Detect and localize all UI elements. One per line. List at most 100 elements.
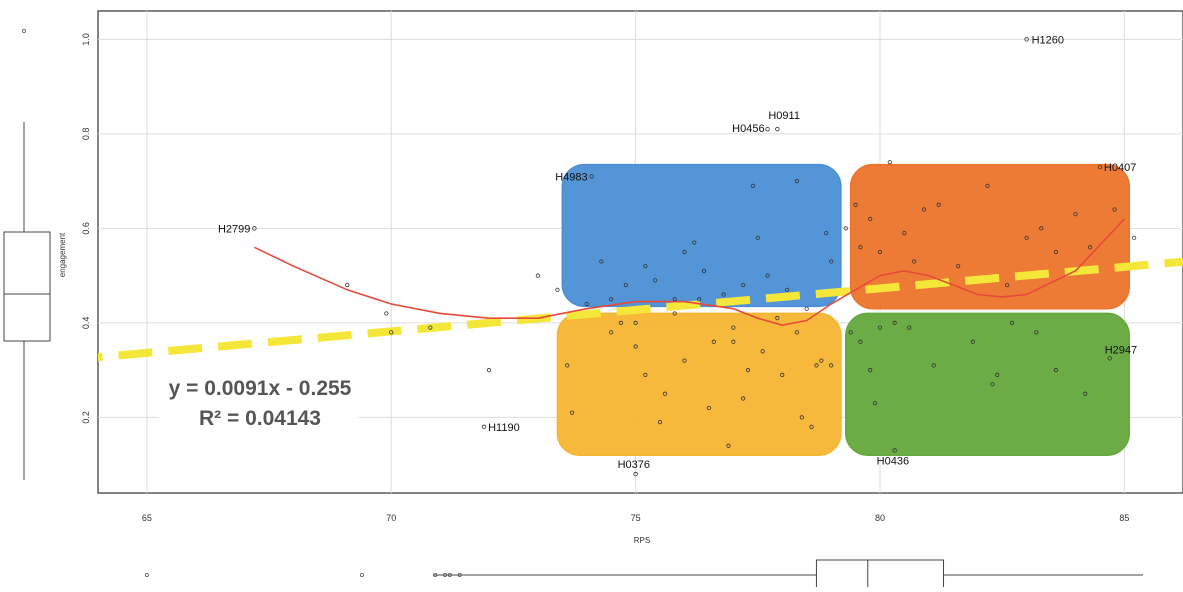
data-point [555,287,560,292]
bottom-marginal-boxplot [144,559,1143,592]
equation-background [158,372,358,436]
data-point [775,316,780,321]
data-point [921,207,927,212]
data-point [877,249,883,255]
data-point [706,405,712,411]
data-point [990,382,995,387]
labeled-point-marker [1024,37,1029,42]
data-point [428,325,433,330]
labeled-point-marker [892,448,897,453]
data-point [868,216,873,222]
data-point [569,410,575,415]
data-point [829,259,834,264]
data-point [633,320,638,325]
labeled-point-marker [775,126,780,132]
point-label-h0456: H0456 [732,123,764,135]
point-label-h2799: H2799 [218,223,250,235]
data-point [995,372,1000,377]
quadrant-boxes [556,163,1130,456]
data-point [745,368,751,373]
x-tick-labels: 65 70 75 80 85 [142,513,1129,523]
data-point [936,202,941,207]
data-point [623,282,628,288]
point-label-h0436: H0436 [877,455,909,467]
data-point [1112,207,1117,212]
point-labels: H1260 H0911 H0456 H4983 H0407 H2799 H2947 H1190… [218,34,1137,477]
x-tick-label: 75 [631,513,641,523]
left-marginal-outlier [21,28,26,33]
quadrant-box-green [845,312,1130,456]
data-point [907,325,912,330]
bottom-marginal-outlier [433,573,438,578]
trendline-layer [98,257,1183,362]
data-point [814,363,819,368]
x-tick-label: 70 [386,513,396,523]
bottom-marginal-outlier [144,573,149,578]
data-point [956,264,961,269]
y-tick-labels: 0.2 0.4 0.6 0.8 1.0 [81,33,91,424]
data-point [345,282,350,288]
x-tick-label: 80 [875,513,885,523]
data-point [853,202,858,207]
left-box [3,231,51,342]
data-point [829,363,834,368]
data-point [633,344,638,349]
data-point [843,226,848,231]
data-point [970,339,975,344]
data-point [682,358,687,363]
y-axis-title: engagement [58,232,67,277]
data-point [912,259,917,264]
data-point [1009,320,1015,325]
y-tick-label: 0.8 [81,128,91,141]
data-point [731,325,736,330]
data-point [887,160,892,165]
data-point [535,273,540,278]
data-point [799,415,804,420]
data-point [486,368,492,373]
point-label-h0911: H0911 [768,110,800,122]
data-point [848,330,853,335]
quadrant-box-blue [561,163,842,308]
data-point [892,320,897,325]
y-tick-label: 0.6 [81,222,91,235]
data-point [697,297,702,302]
x-tick-label: 85 [1119,513,1129,523]
data-point [1053,249,1059,255]
data-point [643,372,648,377]
data-point [609,297,614,302]
point-label-h1260: H1260 [1032,34,1064,46]
data-point [1088,245,1093,250]
x-axis-title: RPS [634,536,650,545]
data-point [1132,235,1137,240]
data-point [1034,330,1039,335]
labeled-point-marker [1097,164,1103,170]
data-point [643,264,648,269]
data-point [858,339,863,344]
data-point [824,230,829,236]
labeled-point-marker [1107,356,1112,361]
data-point [809,424,814,429]
point-label-h0407: H0407 [1104,162,1136,174]
data-point [780,372,785,377]
data-point [765,273,770,278]
bottom-marginal-outlier [359,573,364,578]
y-tick-label: 1.0 [81,33,91,46]
point-label-h2947: H2947 [1105,344,1137,356]
bottom-marginal-outlier [457,573,462,578]
quadrant-box-orange [849,163,1130,310]
y-tick-label: 0.4 [81,317,91,330]
data-point [902,230,907,236]
data-point [721,292,726,297]
data-point [672,311,677,316]
data-point [692,240,697,245]
data-point [726,443,731,448]
quadrant-box-yellow [556,312,842,456]
data-points [345,160,1137,448]
data-point [657,420,663,425]
data-point [794,330,799,335]
data-point [877,325,883,330]
labeled-point-marker [589,174,594,179]
data-point [609,330,614,335]
